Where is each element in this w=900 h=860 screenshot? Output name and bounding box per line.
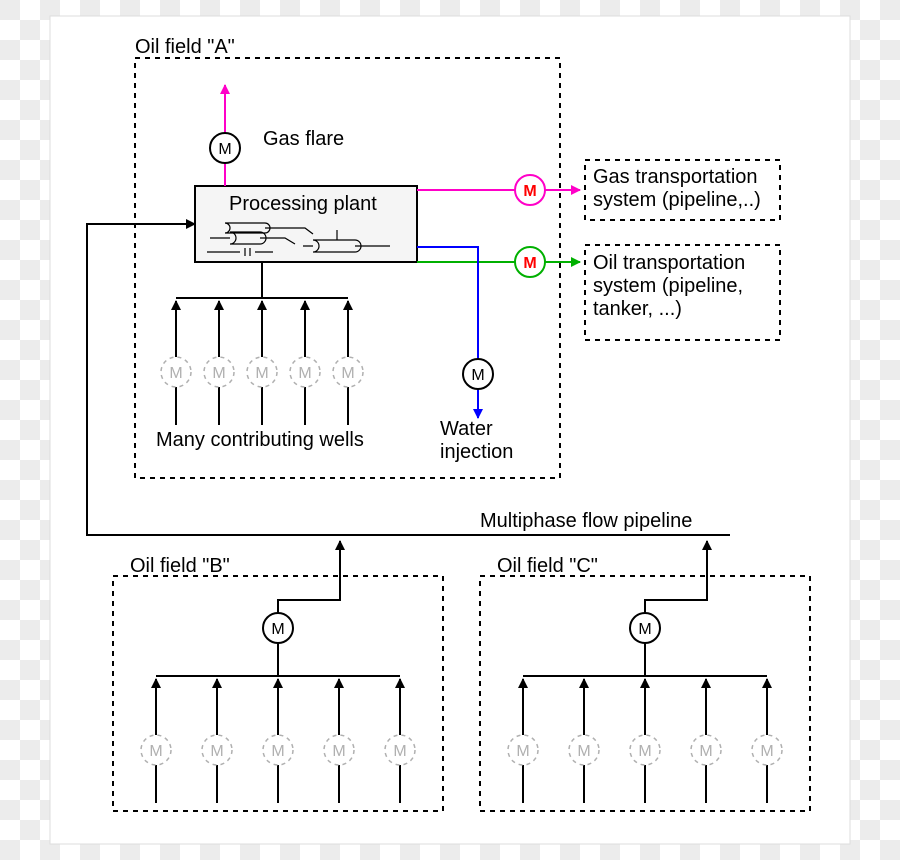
well-meter-label: M [332, 743, 345, 760]
meter-label: M [471, 367, 484, 384]
label-field-a: Oil field "A" [135, 36, 235, 59]
label-gas-trans: Gas transportation system (pipeline,..) [593, 166, 761, 212]
well-meter-label: M [638, 743, 651, 760]
meter-label: M [638, 621, 651, 638]
well-meter-label: M [516, 743, 529, 760]
label-field-c: Oil field "C" [497, 555, 598, 578]
label-wells-a: Many contributing wells [156, 429, 364, 452]
meter-label: M [523, 255, 536, 272]
meter-label: M [271, 621, 284, 638]
label-water-inj: Water injection [440, 418, 513, 464]
well-meter-label: M [760, 743, 773, 760]
meter-label: M [523, 183, 536, 200]
meter-label: M [218, 141, 231, 158]
well-meter-label: M [255, 365, 268, 382]
label-field-b: Oil field "B" [130, 555, 230, 578]
well-meter-label: M [210, 743, 223, 760]
well-meter-label: M [271, 743, 284, 760]
label-gas-flare: Gas flare [263, 128, 344, 151]
label-multiphase: Multiphase flow pipeline [480, 510, 692, 533]
well-meter-label: M [212, 365, 225, 382]
label-plant: Processing plant [229, 193, 377, 216]
well-meter-label: M [298, 365, 311, 382]
well-meter-label: M [149, 743, 162, 760]
well-meter-label: M [577, 743, 590, 760]
well-meter-label: M [393, 743, 406, 760]
well-meter-label: M [169, 365, 182, 382]
well-meter-label: M [341, 365, 354, 382]
well-meter-label: M [699, 743, 712, 760]
label-oil-trans: Oil transportation system (pipeline, tan… [593, 252, 745, 321]
